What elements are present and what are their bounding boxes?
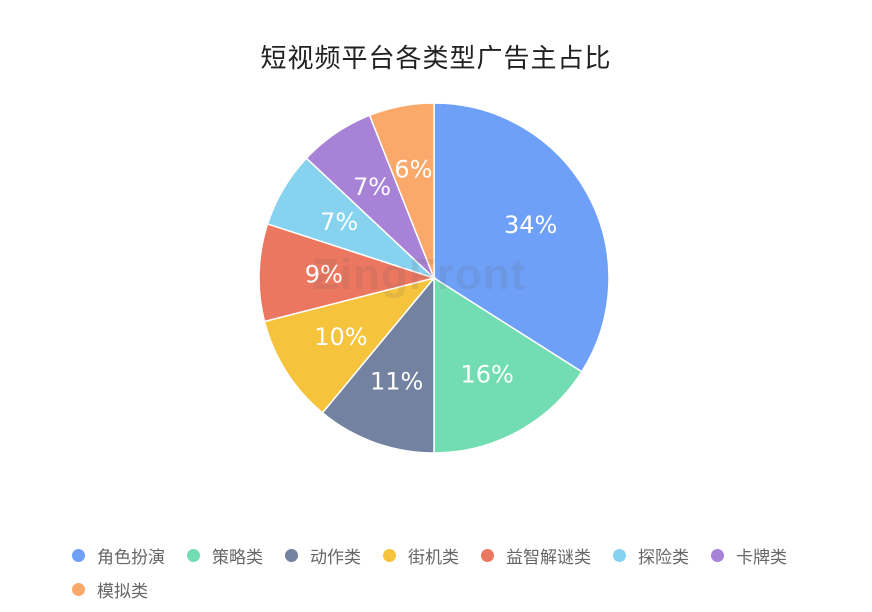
legend-item-0[interactable]: 角色扮演 — [72, 543, 165, 568]
legend-dot-icon — [285, 548, 298, 562]
slice-label-0: 34% — [504, 211, 557, 239]
legend-label: 街机类 — [408, 547, 459, 568]
legend-label: 动作类 — [310, 547, 361, 568]
slice-label-7: 6% — [394, 156, 432, 184]
pie-slice-0 — [433, 102, 610, 373]
legend-label: 探险类 — [638, 547, 689, 568]
legend-dot-icon — [613, 548, 626, 562]
pie-slice-2 — [321, 275, 435, 454]
legend-item-5[interactable]: 探险类 — [613, 543, 689, 568]
legend-dot-icon — [383, 548, 396, 562]
legend-dot-icon — [72, 548, 85, 562]
slice-label-2: 11% — [370, 368, 423, 396]
legend-dot-icon — [72, 582, 85, 596]
slice-label-6: 7% — [353, 173, 391, 201]
legend-item-6[interactable]: 卡牌类 — [711, 543, 787, 568]
chart-title: 短视频平台各类型广告主占比 — [260, 44, 612, 74]
legend-label: 角色扮演 — [97, 547, 165, 568]
pie-slice-7 — [368, 102, 435, 279]
legend-dot-icon — [187, 548, 200, 562]
legend-item-7[interactable]: 模拟类 — [72, 577, 148, 602]
pie-slice-1 — [433, 276, 583, 454]
legend-label: 策略类 — [212, 547, 263, 568]
legend-item-4[interactable]: 益智解谜类 — [481, 543, 591, 568]
pie-slice-4 — [258, 222, 437, 323]
slice-label-5: 7% — [320, 208, 358, 236]
legend-item-3[interactable]: 街机类 — [383, 543, 459, 568]
legend-dot-icon — [481, 548, 494, 562]
legend-item-1[interactable]: 策略类 — [187, 543, 263, 568]
legend-item-2[interactable]: 动作类 — [285, 543, 361, 568]
slice-label-3: 10% — [314, 323, 367, 351]
pie-slice-3 — [263, 276, 437, 414]
legend-label: 益智解谜类 — [506, 547, 591, 568]
legend: 角色扮演 策略类 动作类 街机类 益智解谜类 探险类 卡牌类模拟类 — [72, 543, 852, 602]
slice-label-1: 16% — [460, 361, 513, 389]
legend-label: 卡牌类 — [736, 547, 787, 568]
slice-label-4: 9% — [305, 261, 343, 289]
legend-dot-icon — [711, 548, 724, 562]
legend-label: 模拟类 — [97, 581, 148, 602]
